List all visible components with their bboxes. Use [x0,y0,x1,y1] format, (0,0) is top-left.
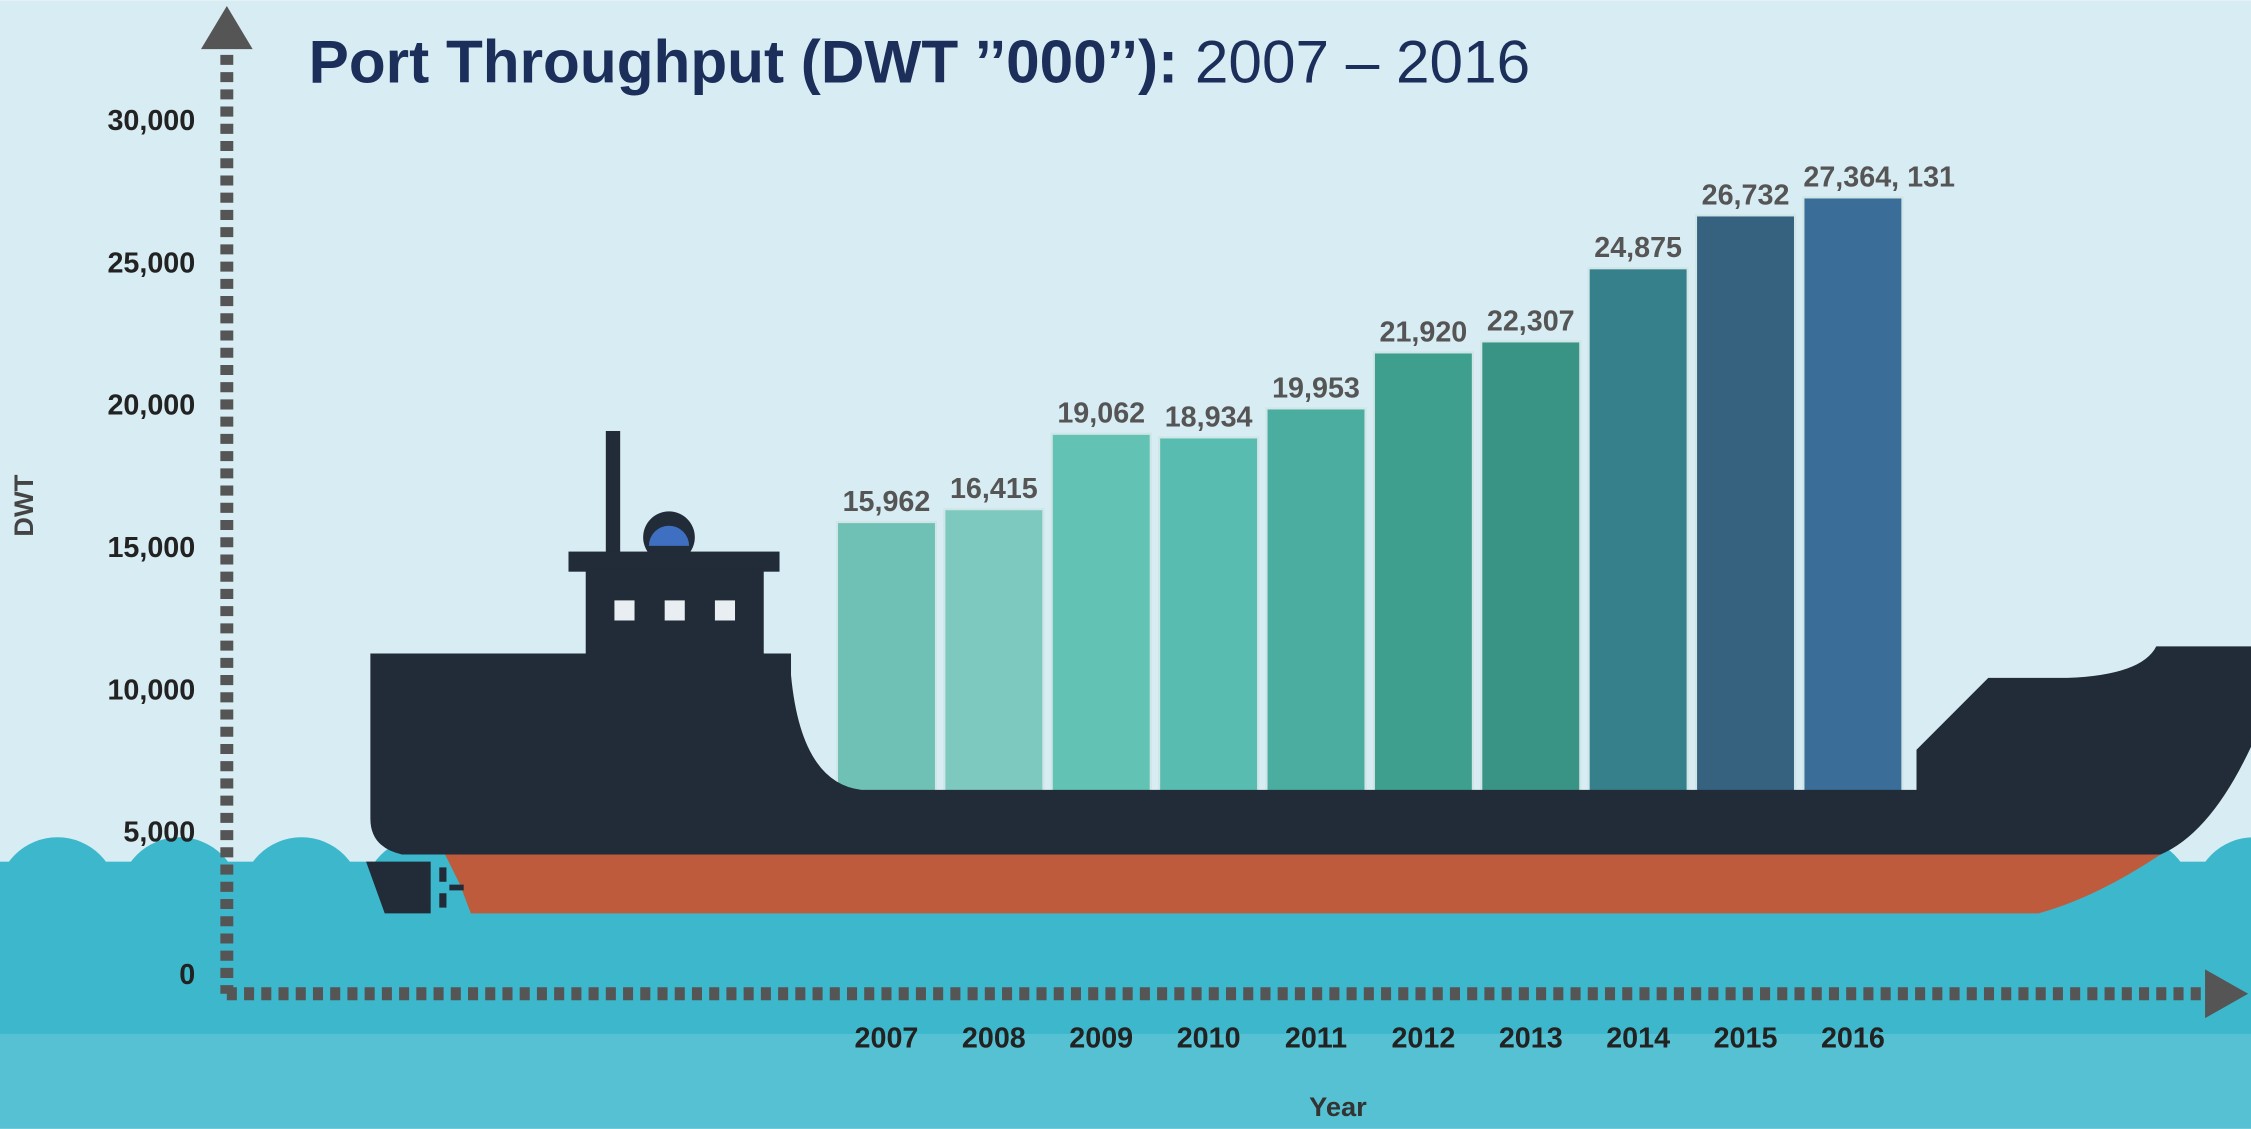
x-tick-label: 2007 [855,1022,919,1054]
y-tick-label: 5,000 [123,817,195,849]
value-label: 26,732 [1702,179,1790,211]
value-label: 24,875 [1594,232,1682,264]
x-tick-label: 2014 [1606,1022,1670,1054]
x-tick-label: 2015 [1714,1022,1778,1054]
y-tick-label: 20,000 [107,390,195,422]
subtitle: 2007 – 2016 [1195,27,1530,95]
value-label: 19,953 [1272,372,1360,404]
wave [0,837,118,958]
x-tick-label: 2008 [962,1022,1026,1054]
y-tick-label: 10,000 [107,674,195,706]
y-tick-label: 0 [179,959,195,991]
title: Port Throughput (DWT ’’000’’): [309,27,1178,95]
value-label: 22,307 [1487,305,1575,337]
x-tick-label: 2013 [1499,1022,1563,1054]
x-tick-label: 2009 [1069,1022,1133,1054]
value-label: 21,920 [1379,316,1467,348]
value-label: 18,934 [1165,401,1253,433]
value-label: 19,062 [1057,398,1145,430]
y-tick-label: 30,000 [107,105,195,137]
y-tick-label: 25,000 [107,247,195,279]
chart: Port Throughput (DWT ’’000’’): 2007 – 20… [0,0,2251,1129]
x-tick-label: 2010 [1177,1022,1241,1054]
x-tick-label: 2016 [1821,1022,1885,1054]
x-axis-label: Year [1309,1091,1367,1122]
y-tick-label: 15,000 [107,532,195,564]
value-label: 27,364, 131 [1803,161,1955,193]
value-label: 16,415 [950,473,1038,505]
x-tick-label: 2011 [1285,1022,1347,1054]
x-tick-label: 2012 [1391,1022,1455,1054]
wave [241,837,362,958]
chart-title: Port Throughput (DWT ’’000’’): 2007 – 20… [309,27,1530,95]
value-label: 15,962 [843,486,931,518]
y-axis-label: DWT [8,474,39,536]
page: Port Throughput (DWT ’’000’’): 2007 – 20… [0,0,2251,1129]
